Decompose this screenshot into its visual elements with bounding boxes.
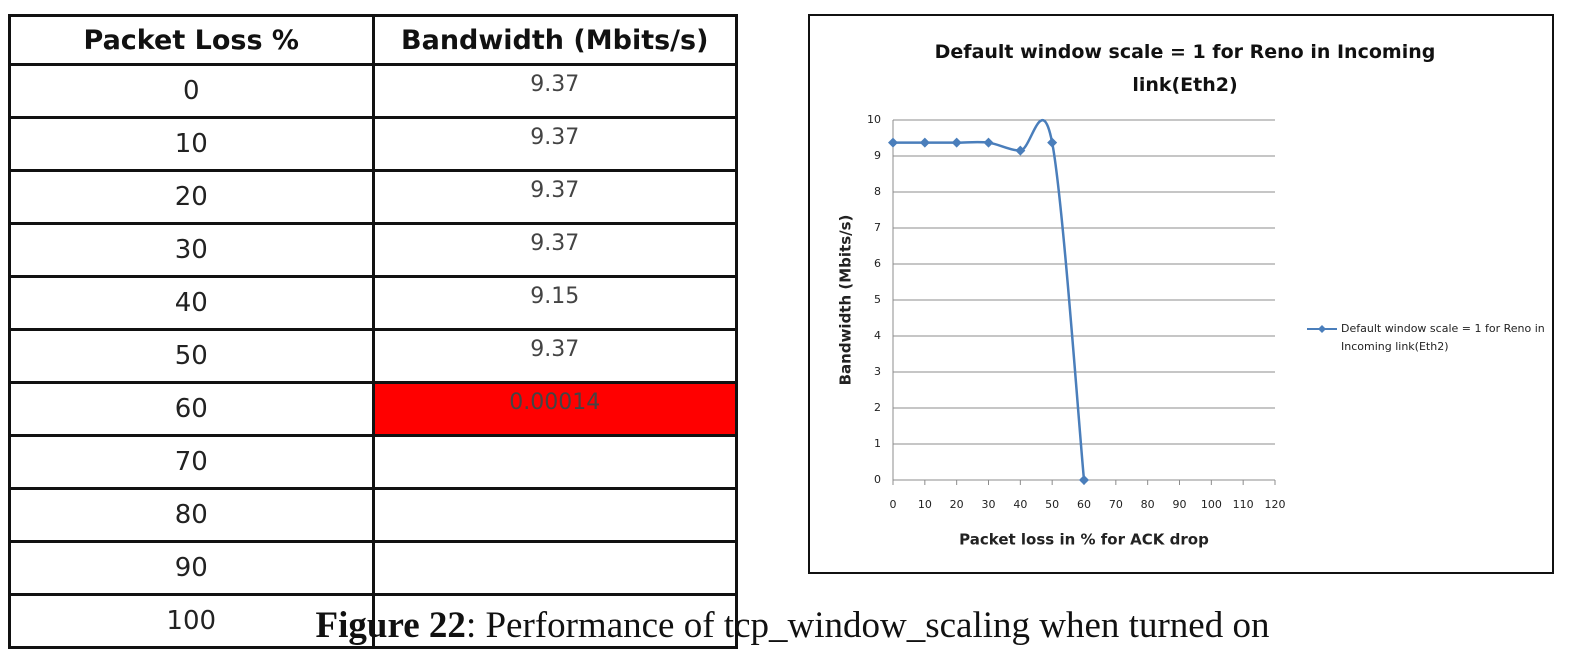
- table-cell: 10: [8, 116, 375, 172]
- table-row: 100: [8, 593, 738, 649]
- table-row: 90: [8, 540, 738, 596]
- table-cell: 9.37: [371, 222, 738, 278]
- line: [893, 119, 1086, 481]
- caption-text: : Performance of tcp_window_scaling when…: [465, 605, 1270, 646]
- x-tick-label: 50: [1045, 498, 1059, 511]
- table-cell: 70: [8, 434, 375, 490]
- marker: [1047, 137, 1058, 148]
- x-axis-label: Packet loss in % for ACK drop: [959, 531, 1209, 549]
- table-cell: 9.37: [371, 169, 738, 225]
- chart-title: Default window scale = 1 for Reno in Inc…: [934, 41, 1436, 96]
- table-cell: 50: [8, 328, 375, 384]
- legend-marker: [1318, 325, 1326, 333]
- y-tick-label: 0: [874, 473, 881, 486]
- chart: 0 1 2 3 4 5 6 7 8 9 10 0 10 20 30 40 50 60 70 80 90 100 110 120…: [808, 14, 1554, 574]
- table-cell: 0: [8, 63, 375, 119]
- data-table: Packet Loss % Bandwidth (Mbits/s) 0 9.37 10 9…: [8, 14, 738, 649]
- marker: [951, 137, 962, 148]
- marker: [1079, 474, 1089, 485]
- table-cell: 60: [8, 381, 375, 437]
- table-cell: 90: [8, 540, 375, 596]
- header-cell: Bandwidth (Mbits/s): [371, 14, 738, 66]
- table-cell: 100: [8, 593, 375, 649]
- y-tick-label: 10: [867, 113, 881, 126]
- y-tick-label: 4: [874, 329, 881, 342]
- marker: [919, 137, 930, 148]
- x-tick-label: 40: [1013, 498, 1027, 511]
- x-tick-label: 110: [1233, 498, 1254, 511]
- table-cell: 9.37: [371, 328, 738, 384]
- table-row: 40 9.15: [8, 275, 738, 331]
- table-cell: 9.37: [371, 116, 738, 172]
- table-cell: 9.37: [371, 63, 738, 119]
- x-tick-label: 120: [1265, 498, 1286, 511]
- y-tick-label: 6: [874, 257, 881, 270]
- table-cell: [371, 487, 738, 543]
- table-cell: 0.00014: [371, 381, 738, 437]
- legend: Default window scale = 1 for Reno in Inc…: [1305, 320, 1545, 356]
- table-cell: 30: [8, 222, 375, 278]
- y-tick-label: 2: [874, 401, 881, 414]
- table-row: 50 9.37: [8, 328, 738, 384]
- y-tick-label: 1: [874, 437, 881, 450]
- x-tick-label: 80: [1141, 498, 1155, 511]
- table-cell: [371, 593, 738, 649]
- legend-label: Default window scale = 1 for Reno in Inc…: [1341, 322, 1545, 353]
- table-row: 80: [8, 487, 738, 543]
- x-tick-label: 100: [1201, 498, 1222, 511]
- table-cell: 80: [8, 487, 375, 543]
- table-cell: 20: [8, 169, 375, 225]
- table-row: 60 0.00014: [8, 381, 738, 437]
- x-tick-label: 90: [1173, 498, 1187, 511]
- header-row: Packet Loss % Bandwidth (Mbits/s): [8, 14, 738, 66]
- table-row: 20 9.37: [8, 169, 738, 225]
- header-cell: Packet Loss %: [8, 14, 375, 66]
- table-cell: [371, 540, 738, 596]
- table-cell: 9.15: [371, 275, 738, 331]
- legend-key: [1307, 325, 1337, 333]
- table-cell: 40: [8, 275, 375, 331]
- table-cell: [371, 434, 738, 490]
- table-row: 70: [8, 434, 738, 490]
- x-tick-label: 10: [918, 498, 932, 511]
- marker: [983, 137, 994, 148]
- y-tick-label: 9: [874, 149, 881, 162]
- y-axis-label: Bandwidth (Mbits/s): [837, 215, 855, 386]
- x-tick-label: 60: [1077, 498, 1091, 511]
- y-tick-label: 8: [874, 185, 881, 198]
- table-row: 10 9.37: [8, 116, 738, 172]
- caption-label: Figure 22: [315, 605, 466, 646]
- table-row: 30 9.37: [8, 222, 738, 278]
- marker: [888, 137, 898, 148]
- caption: Figure 22: Performance of tcp_window_sca…: [0, 604, 1585, 647]
- x-tick-label: 20: [950, 498, 964, 511]
- y-tick-label: 5: [874, 293, 881, 306]
- x-tick-label: 30: [982, 498, 996, 511]
- y-tick-label: 3: [874, 365, 881, 378]
- x-tick-label: 0: [890, 498, 897, 511]
- x-tick-label: 70: [1109, 498, 1123, 511]
- table-row: 0 9.37: [8, 63, 738, 119]
- y-tick-label: 7: [874, 221, 881, 234]
